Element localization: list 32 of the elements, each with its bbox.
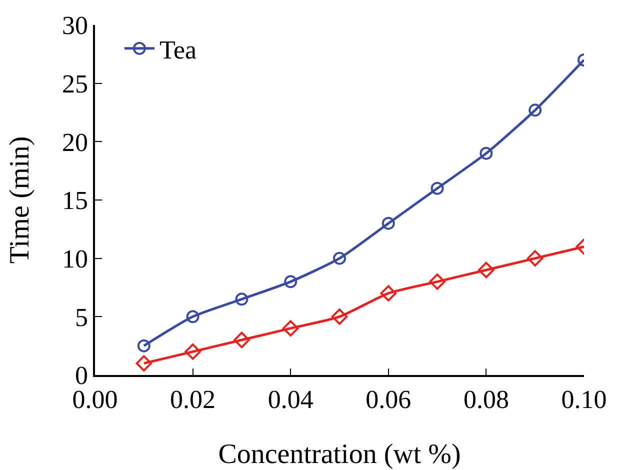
point — [331, 308, 348, 325]
x-tick-label: 0.04 — [268, 384, 314, 414]
point — [526, 250, 544, 266]
x-tick-label: 0.06 — [366, 384, 412, 414]
point — [137, 339, 150, 352]
y-tick-label: 5 — [75, 302, 88, 332]
point — [235, 292, 248, 306]
point — [528, 104, 542, 117]
legend-label: Tea — [159, 36, 198, 65]
point — [382, 216, 395, 230]
x-tick-label: 0.08 — [463, 384, 509, 414]
y-tick-label: 15 — [62, 186, 88, 216]
y-axis-title: Time (min) — [4, 136, 36, 264]
point — [184, 344, 201, 360]
x-tick-label: 0.10 — [561, 384, 607, 414]
y-tick-label: 25 — [62, 69, 88, 98]
x-axis-title: Concentration (wt %) — [218, 439, 461, 470]
point — [480, 146, 493, 160]
y-tick-label: 10 — [62, 244, 88, 274]
point — [478, 262, 494, 278]
point — [186, 310, 200, 324]
point — [380, 285, 397, 302]
point — [282, 320, 299, 336]
point — [136, 355, 152, 372]
y-tick-label: 30 — [62, 11, 88, 40]
x-tick-label: 0.02 — [170, 384, 216, 414]
y-tick-label: 20 — [62, 128, 88, 157]
point — [234, 332, 250, 348]
point — [429, 274, 446, 290]
point — [284, 275, 298, 288]
point — [333, 252, 346, 265]
point — [430, 182, 444, 195]
